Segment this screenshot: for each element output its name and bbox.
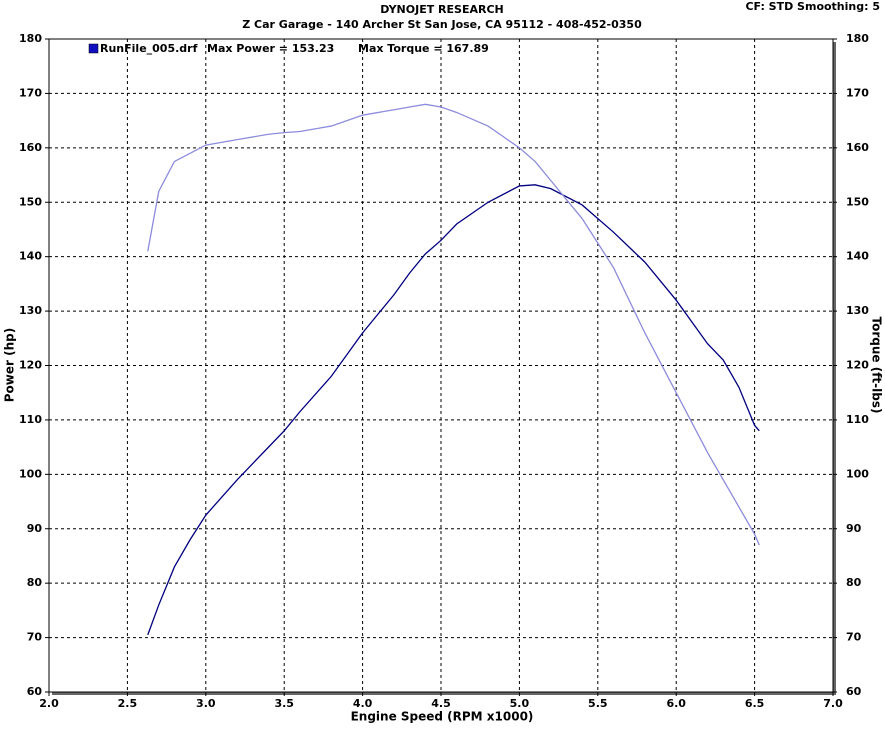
y-tick-label: 170 [19,86,42,99]
y-tick-label: 120 [19,359,42,372]
y2-tick-label: 120 [846,359,869,372]
y-tick-label: 180 [19,32,42,45]
chart-subtitle: Z Car Garage - 140 Archer St San Jose, C… [242,18,642,31]
y-axis-label: Power (hp) [3,328,17,402]
x-tick-label: 2.0 [39,697,59,710]
x-tick-label: 5.5 [588,697,608,710]
x-tick-label: 4.0 [353,697,373,710]
y-tick-label: 160 [19,141,42,154]
series-line [147,184,760,636]
x-tick-label: 6.0 [666,697,686,710]
y2-tick-label: 60 [846,685,862,698]
y2-tick-label: 170 [846,86,869,99]
x-tick-label: 6.5 [745,697,765,710]
y2-tick-label: 130 [846,304,869,317]
legend-torque: Max Torque = 167.89 [358,42,489,55]
y-tick-label: 60 [27,685,43,698]
y-tick-label: 70 [27,631,43,644]
y-tick-label: 90 [27,522,43,535]
y2-tick-label: 160 [846,141,869,154]
x-tick-label: 5.0 [510,697,530,710]
y2-tick-label: 80 [846,576,862,589]
x-tick-label: 4.5 [431,697,451,710]
y2-tick-label: 140 [846,250,869,263]
y2-tick-label: 110 [846,413,869,426]
x-tick-label: 7.0 [823,697,843,710]
y2-axis-label: Torque (ft-lbs) [870,317,884,414]
corner-note: CF: STD Smoothing: 5 [745,0,880,13]
x-tick-label: 3.5 [274,697,294,710]
y2-tick-label: 180 [846,32,869,45]
legend-run: RunFile_005.drf [100,42,198,55]
chart-title: DYNOJET RESEARCH [380,3,503,16]
y2-tick-label: 150 [846,195,869,208]
legend-swatch [88,43,99,54]
y2-tick-label: 90 [846,522,862,535]
x-axis-label: Engine Speed (RPM x1000) [351,710,534,724]
y2-tick-label: 70 [846,631,862,644]
y-tick-label: 130 [19,304,42,317]
y-tick-label: 150 [19,195,42,208]
series-line [147,103,760,546]
x-tick-label: 2.5 [118,697,138,710]
legend-power: Max Power = 153.23 [207,42,334,55]
y2-tick-label: 100 [846,467,869,480]
y-tick-label: 80 [27,576,43,589]
y-tick-label: 100 [19,467,42,480]
y-tick-label: 140 [19,250,42,263]
x-tick-label: 3.0 [196,697,216,710]
y-tick-label: 110 [19,413,42,426]
